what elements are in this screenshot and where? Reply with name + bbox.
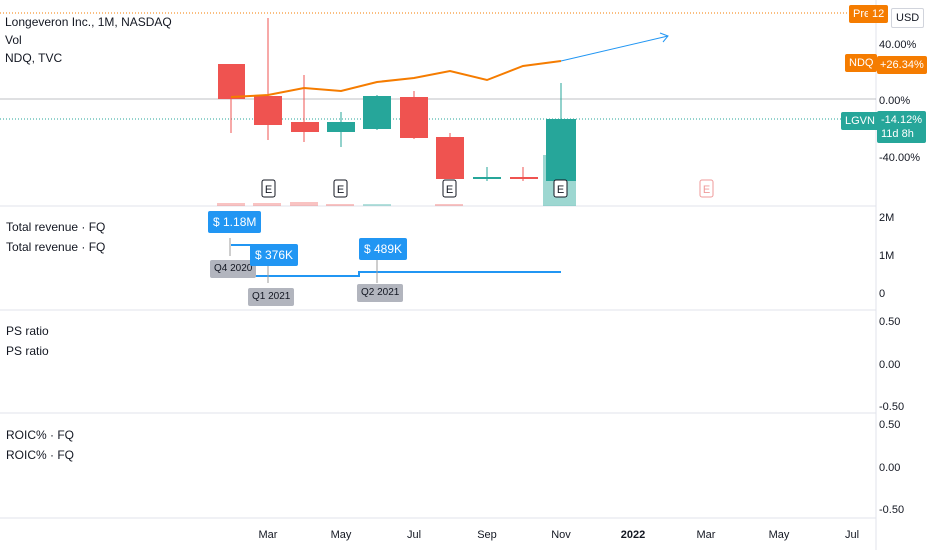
revenue-tick: 1M (879, 250, 894, 262)
volume-bar (363, 204, 391, 206)
revenue-tick: 2M (879, 212, 894, 224)
volume-bar (217, 203, 245, 206)
time-axis-label: Mar (697, 529, 716, 541)
premarket-value: 12 (868, 5, 889, 23)
ps-label: PS ratio (6, 324, 49, 338)
revenue-label: Total revenue · FQ (6, 220, 106, 234)
ps-label: PS ratio (6, 344, 49, 358)
revenue-value-tag[interactable]: $ 489K (359, 238, 408, 260)
volume-bar (290, 202, 318, 206)
volume-bar (435, 204, 463, 206)
earnings-marker-future (699, 179, 714, 198)
candle-body (363, 96, 391, 129)
candle-body (510, 177, 538, 179)
earnings-marker-labels: E E E E E (265, 184, 710, 196)
candle-body (400, 97, 428, 138)
earnings-marker-text: E (265, 184, 272, 196)
ndq-line (230, 60, 562, 98)
premarket-label: Pre (849, 5, 875, 23)
earnings-marker (442, 179, 457, 198)
ndq-value-tag: +26.34% (877, 56, 927, 74)
ps-tick: 0.00 (879, 359, 900, 371)
compare-legend[interactable]: NDQ, TVC (5, 51, 63, 65)
candle-body (327, 122, 355, 132)
time-axis-label: Nov (551, 529, 571, 541)
revenue-line (231, 244, 561, 277)
lgvn-symbol-tag: LGVN (841, 112, 879, 130)
candle-body (291, 122, 319, 132)
candle-body (254, 96, 282, 125)
lgvn-price-tag: -14.12% 11d 8h (877, 111, 926, 143)
time-axis[interactable]: Mar May Jul Sep Nov 2022 Mar May Jul (259, 529, 860, 541)
volume-legend[interactable]: Vol (5, 33, 22, 47)
candle-body (546, 119, 576, 181)
earnings-marker (333, 179, 348, 198)
projection-arrowhead (659, 32, 669, 43)
time-axis-label: Jul (407, 529, 421, 541)
revenue-period-tag: Q2 2021 (357, 284, 404, 302)
roic-tick: -0.50 (879, 504, 904, 516)
revenue-period-tag: Q1 2021 (248, 288, 295, 306)
ndq-symbol-tag: NDQ (845, 54, 878, 72)
currency-button[interactable]: USD (891, 8, 925, 28)
ps-pane-label[interactable]: PS ratio PS ratio (6, 321, 49, 361)
roic-tick: 0.50 (879, 419, 900, 431)
revenue-pane-label[interactable]: Total revenue · FQ Total revenue · FQ (6, 217, 105, 257)
time-axis-label: May (769, 529, 790, 541)
candle-body (473, 177, 501, 179)
revenue-tick: 0 (879, 288, 885, 300)
earnings-marker (261, 179, 276, 198)
volume-bar (326, 204, 354, 206)
time-axis-label: 2022 (621, 529, 645, 541)
earnings-marker-text: E (703, 184, 710, 196)
price-tick: 40.00% (879, 39, 917, 51)
price-tick: -40.00% (879, 152, 920, 164)
projection-line[interactable] (560, 35, 669, 62)
revenue-value-tag[interactable]: $ 376K (250, 244, 299, 266)
ps-tick: -0.50 (879, 401, 904, 413)
price-axis[interactable]: 40.00% 0.00% -40.00% 2M 1M 0 0.50 0.00 -… (879, 39, 920, 516)
revenue-value-tag[interactable]: $ 1.18M (208, 211, 262, 233)
time-axis-label: Sep (477, 529, 497, 541)
revenue-period-tag: Q4 2020 (210, 260, 257, 278)
symbol-title[interactable]: Longeveron Inc., 1M, NASDAQ (5, 15, 172, 29)
revenue-label: Total revenue · FQ (6, 240, 106, 254)
price-tick: 0.00% (879, 95, 910, 107)
time-axis-label: May (331, 529, 352, 541)
lgvn-value: -14.12% (881, 114, 922, 126)
candle-body (436, 137, 464, 179)
earnings-markers[interactable] (261, 179, 714, 198)
candle-body (218, 64, 245, 99)
bar-countdown: 11d 8h (881, 128, 914, 140)
volume-bar (253, 203, 281, 206)
time-axis-label: Jul (845, 529, 859, 541)
earnings-marker-text: E (557, 184, 564, 196)
roic-tick: 0.00 (879, 462, 900, 474)
roic-label: ROIC% · FQ (6, 448, 74, 462)
earnings-marker-text: E (337, 184, 344, 196)
roic-label: ROIC% · FQ (6, 428, 74, 442)
candles (218, 18, 576, 181)
earnings-marker (553, 179, 568, 198)
earnings-marker-text: E (446, 184, 453, 196)
roic-pane-label[interactable]: ROIC% · FQ ROIC% · FQ (6, 425, 74, 465)
main-legend[interactable]: Longeveron Inc., 1M, NASDAQ Vol NDQ, TVC (5, 13, 172, 67)
ps-tick: 0.50 (879, 316, 900, 328)
time-axis-label: Mar (259, 529, 278, 541)
